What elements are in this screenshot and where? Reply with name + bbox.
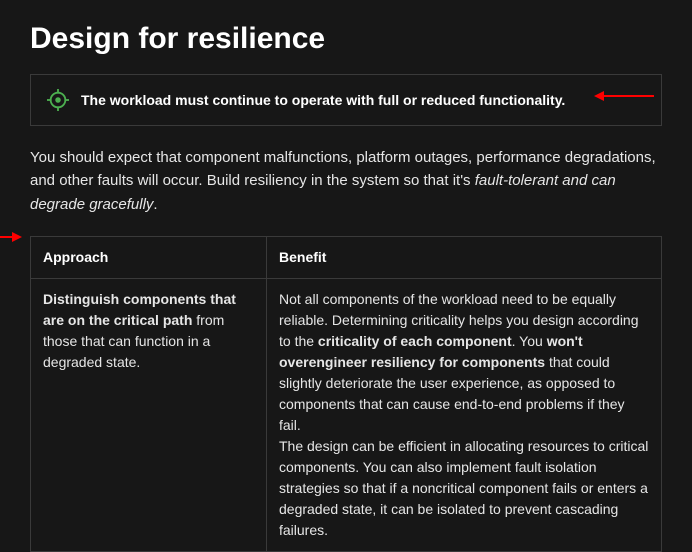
benefit-p2: The design can be efficient in allocatin… <box>279 438 648 538</box>
table-header-row: Approach Benefit <box>31 236 662 278</box>
approach-benefit-table: Approach Benefit Distinguish components … <box>30 236 662 552</box>
cell-approach: Distinguish components that are on the c… <box>31 278 267 551</box>
benefit-p1b: . You <box>512 333 547 349</box>
table-row: Distinguish components that are on the c… <box>31 278 662 551</box>
intro-text-2: . <box>153 196 157 213</box>
header-benefit: Benefit <box>267 236 662 278</box>
target-icon <box>47 89 69 111</box>
page-title: Design for resilience <box>30 22 662 56</box>
callout-text: The workload must continue to operate wi… <box>81 92 565 108</box>
benefit-bold1: criticality of each component <box>318 333 512 349</box>
cell-benefit: Not all components of the workload need … <box>267 278 662 551</box>
callout-box: The workload must continue to operate wi… <box>30 74 662 126</box>
intro-paragraph: You should expect that component malfunc… <box>30 146 662 216</box>
annotation-arrow-table <box>0 231 22 243</box>
header-approach: Approach <box>31 236 267 278</box>
